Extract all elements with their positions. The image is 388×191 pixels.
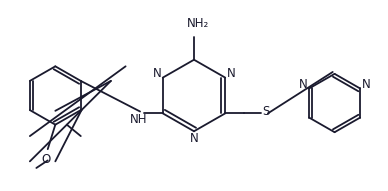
Text: N: N xyxy=(361,78,370,91)
Text: N: N xyxy=(299,78,308,91)
Text: O: O xyxy=(41,153,50,166)
Text: N: N xyxy=(190,132,198,145)
Text: N: N xyxy=(227,67,235,80)
Text: NH₂: NH₂ xyxy=(187,17,209,30)
Text: N: N xyxy=(153,67,161,80)
Text: S: S xyxy=(262,105,270,118)
Text: NH: NH xyxy=(129,112,147,125)
